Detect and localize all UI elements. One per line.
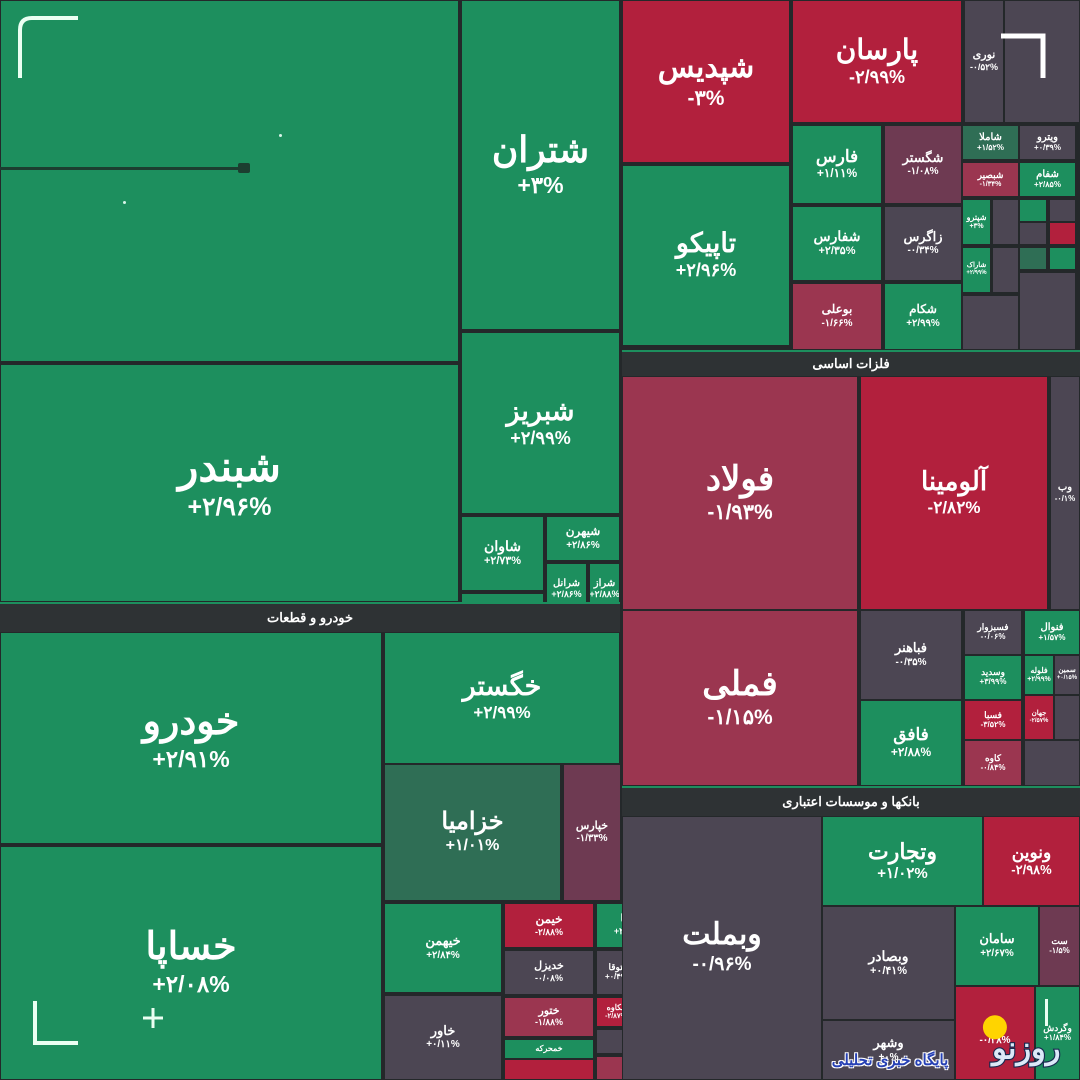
svg-text:روزنو: روزنو	[990, 1032, 1060, 1067]
